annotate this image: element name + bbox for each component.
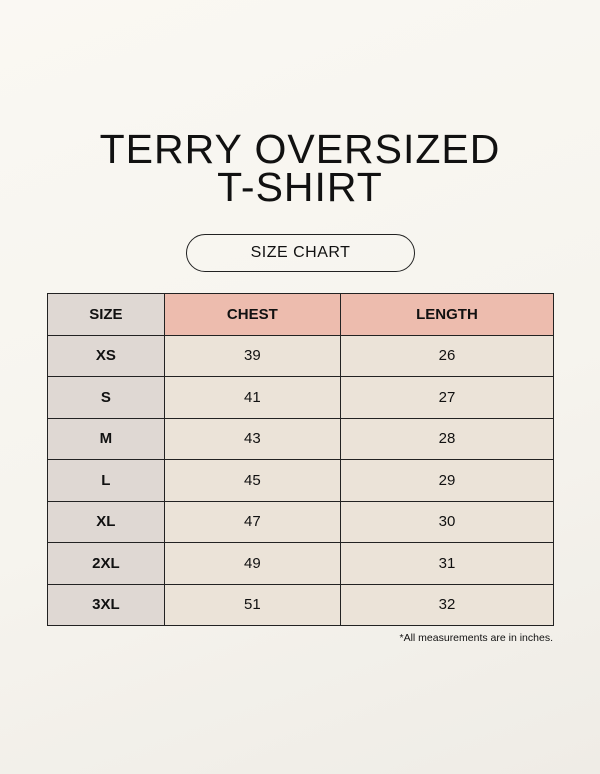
- cell-size: S: [47, 376, 165, 419]
- table-row: XL 47 30: [47, 500, 555, 543]
- table-row: 3XL 51 32: [47, 583, 555, 626]
- cell-chest: 41: [163, 376, 341, 419]
- table-row: XS 39 26: [47, 334, 555, 377]
- cell-size: 2XL: [47, 542, 165, 585]
- cell-size: XL: [47, 500, 165, 543]
- cell-chest: 51: [163, 583, 341, 626]
- cell-length: 27: [339, 376, 555, 419]
- size-table: SIZE CHEST LENGTH XS 39 26 S 41 27 M 43 28 L 45 29 X…: [47, 293, 555, 626]
- table-row: L 45 29: [47, 459, 555, 502]
- cell-length: 29: [339, 459, 555, 502]
- measurement-note: *All measurements are in inches.: [399, 632, 554, 644]
- title-line-2: T-SHIRT: [217, 164, 383, 210]
- cell-size: L: [47, 459, 165, 502]
- header-length: LENGTH: [339, 293, 555, 336]
- cell-chest: 39: [163, 334, 341, 377]
- cell-size: M: [47, 417, 165, 460]
- page-title: TERRY OVERSIZED T-SHIRT: [0, 126, 600, 210]
- cell-length: 28: [339, 417, 555, 460]
- cell-chest: 45: [163, 459, 341, 502]
- cell-length: 32: [339, 583, 555, 626]
- table-row: 2XL 49 31: [47, 542, 555, 585]
- cell-size: 3XL: [47, 583, 165, 626]
- table-row: S 41 27: [47, 376, 555, 419]
- size-chart-badge: SIZE CHART: [186, 234, 415, 272]
- cell-chest: 49: [163, 542, 341, 585]
- header-size: SIZE: [47, 293, 165, 336]
- cell-size: XS: [47, 334, 165, 377]
- cell-chest: 47: [163, 500, 341, 543]
- title-line-1: TERRY OVERSIZED: [99, 126, 501, 172]
- cell-length: 31: [339, 542, 555, 585]
- cell-length: 26: [339, 334, 555, 377]
- cell-chest: 43: [163, 417, 341, 460]
- table-row: M 43 28: [47, 417, 555, 460]
- header-chest: CHEST: [163, 293, 341, 336]
- cell-length: 30: [339, 500, 555, 543]
- table-header-row: SIZE CHEST LENGTH: [47, 293, 555, 336]
